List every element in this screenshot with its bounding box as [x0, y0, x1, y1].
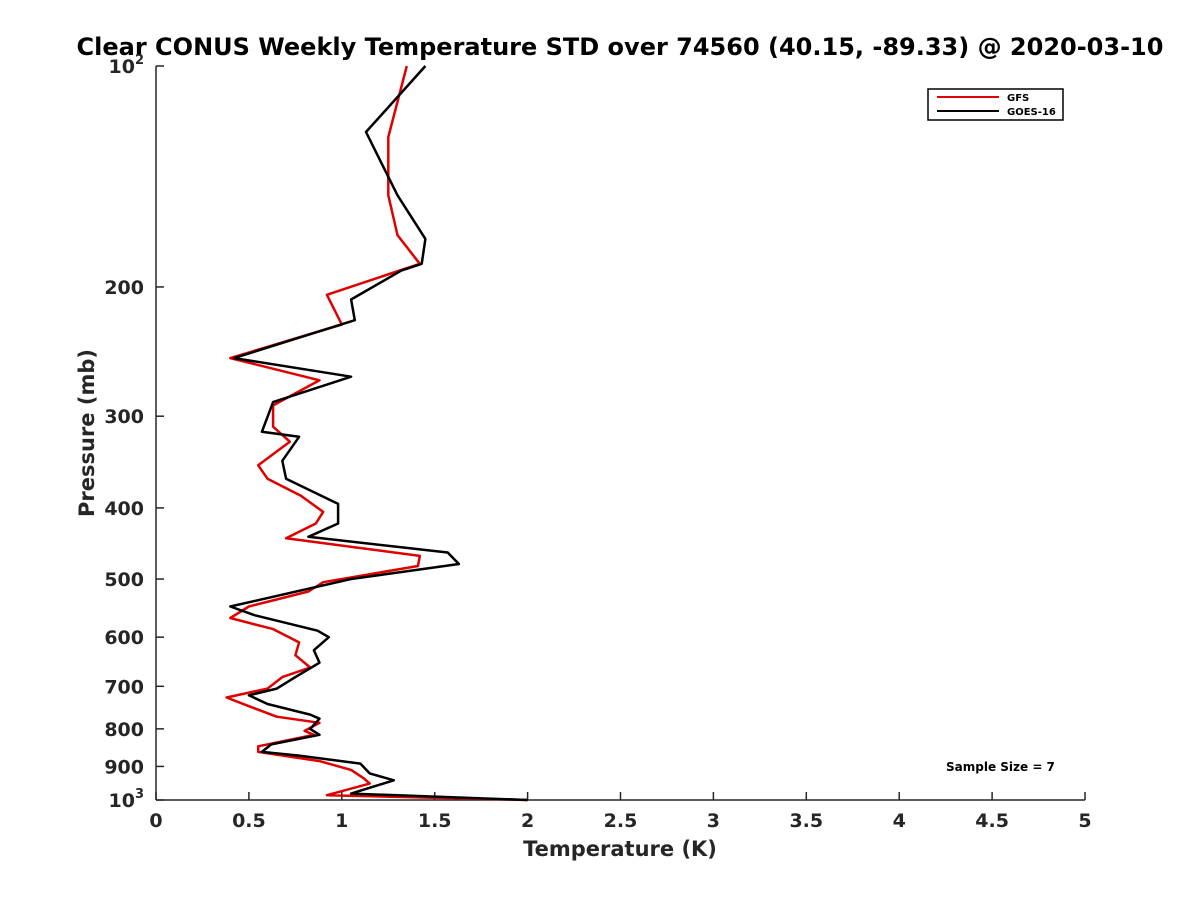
x-tick-label: 0 [149, 810, 162, 832]
y-tick-label: 500 [104, 569, 144, 591]
x-tick-label: 5 [1078, 810, 1091, 832]
x-tick-label: 2.5 [604, 810, 638, 832]
x-tick-label: 0.5 [232, 810, 266, 832]
y-tick-exponent: 2 [135, 53, 144, 68]
x-tick-label: 1.5 [418, 810, 452, 832]
x-axis-ticks: 0 0.5 1 1.5 2 2.5 3 3.5 4 4.5 5 [149, 792, 1092, 832]
series-line-goes16 [229, 65, 528, 802]
legend-label-gfs: GFS [1007, 93, 1029, 104]
y-axis-label: Pressure (mb) [75, 349, 99, 517]
y-tick-exponent: 3 [135, 787, 144, 802]
legend: GFS GOES-16 [927, 88, 1064, 121]
y-tick-base: 10 [109, 790, 135, 812]
x-tick-label: 2 [521, 810, 534, 832]
x-tick-label: 1 [335, 810, 348, 832]
y-tick-label: 800 [104, 719, 144, 741]
y-tick-label: 300 [104, 406, 144, 428]
y-tick-label: 103 [109, 787, 145, 812]
y-tick-label: 400 [104, 498, 144, 520]
y-tick-label: 102 [109, 53, 145, 78]
y-tick-label: 900 [104, 756, 144, 778]
series-line-gfs [225, 65, 528, 802]
y-tick-label: 700 [104, 676, 144, 698]
x-tick-label: 3 [707, 810, 720, 832]
y-tick-label: 200 [104, 277, 144, 299]
x-tick-label: 4 [893, 810, 906, 832]
legend-box [927, 88, 1064, 121]
chart-title: Clear CONUS Weekly Temperature STD over … [77, 33, 1164, 61]
x-axis-label: Temperature (K) [523, 837, 717, 861]
x-tick-label: 3.5 [789, 810, 823, 832]
y-tick-base: 10 [109, 56, 135, 78]
series-lines [225, 65, 528, 802]
y-tick-label: 600 [104, 627, 144, 649]
legend-label-goes16: GOES-16 [1007, 107, 1056, 118]
plot-area [155, 66, 1085, 801]
sample-size-annotation: Sample Size = 7 [946, 760, 1055, 774]
x-tick-label: 4.5 [975, 810, 1009, 832]
